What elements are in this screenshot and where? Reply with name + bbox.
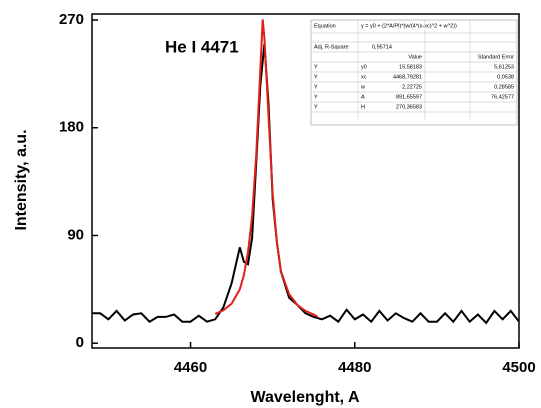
table-cell: Y: [314, 64, 318, 70]
x-tick-label: 4460: [174, 359, 207, 376]
y-tick-label: 270: [59, 11, 84, 28]
table-cell: y = y0 + (2*A/PI)*(w/(4*(x-xc)^2 + w^2)): [361, 23, 457, 29]
table-cell: 2,22725: [402, 84, 422, 90]
y-axis-title: Intensity, a.u.: [13, 129, 30, 230]
table-cell: 76,42577: [491, 94, 514, 100]
x-tick-label: 4480: [338, 359, 371, 376]
table-cell: Y: [314, 94, 318, 100]
table-cell: Adj. R-Square: [314, 44, 349, 50]
x-tick-label: 4500: [502, 359, 535, 376]
table-cell: 15,58183: [399, 64, 422, 70]
fit-table: [310, 19, 518, 126]
annotation: He I 4471: [165, 37, 239, 56]
x-axis-title: Wavelenght, A: [250, 389, 359, 406]
table-cell: xc: [361, 74, 367, 80]
table-cell: Y: [314, 84, 318, 90]
data-line: [214, 19, 319, 318]
table-cell: 0,28585: [494, 84, 514, 90]
table-cell: y0: [361, 64, 367, 70]
table-cell: 4468,79281: [393, 74, 422, 80]
table-cell: Standard Error: [478, 54, 514, 60]
table-cell: w: [360, 84, 365, 90]
table-cell: 891,65597: [396, 94, 422, 100]
table-cell: 0,95714: [372, 44, 392, 50]
table-cell: 270,36583: [396, 104, 422, 110]
y-tick-label: 90: [67, 226, 84, 243]
table-cell: Equation: [314, 23, 336, 29]
table-cell: H: [361, 104, 365, 110]
table-cell: 0,0538: [497, 74, 514, 80]
table-cell: Y: [314, 74, 318, 80]
plot-frame: [91, 13, 520, 349]
table-cell: 5,61253: [494, 64, 514, 70]
table-cell: A: [361, 94, 365, 100]
table-cell: Y: [314, 104, 318, 110]
y-tick-label: 180: [59, 119, 84, 136]
table-cell: Value: [408, 54, 422, 60]
y-tick-label: 0: [76, 334, 84, 351]
